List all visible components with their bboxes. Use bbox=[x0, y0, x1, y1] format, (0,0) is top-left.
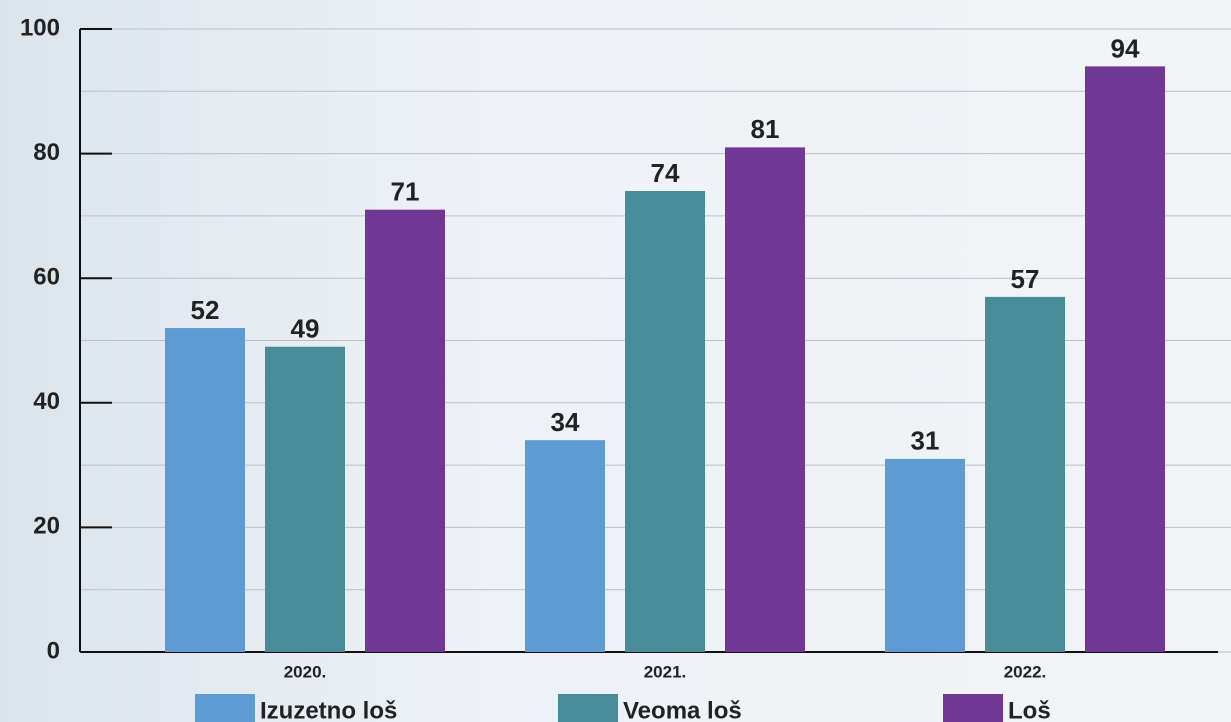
data-label: 81 bbox=[751, 114, 780, 144]
y-tick-label: 100 bbox=[20, 14, 60, 41]
data-label: 71 bbox=[391, 177, 420, 207]
y-tick-label: 0 bbox=[47, 637, 60, 664]
bar bbox=[265, 346, 345, 652]
bar bbox=[725, 147, 805, 652]
bar bbox=[625, 190, 705, 653]
bar bbox=[525, 440, 605, 652]
bar bbox=[1085, 66, 1165, 652]
x-tick-label: 2021. bbox=[644, 662, 687, 681]
bar bbox=[885, 458, 965, 652]
data-label: 34 bbox=[551, 407, 580, 437]
data-label: 57 bbox=[1011, 264, 1040, 294]
bar bbox=[165, 328, 245, 652]
data-label: 31 bbox=[911, 426, 940, 456]
data-label: 52 bbox=[191, 295, 220, 325]
legend-swatch bbox=[943, 694, 1003, 722]
data-label: 74 bbox=[651, 158, 680, 188]
y-tick-label: 40 bbox=[33, 388, 60, 415]
legend-label: Loš bbox=[1008, 697, 1051, 722]
legend-label: Veoma loš bbox=[623, 697, 742, 722]
bar bbox=[365, 209, 445, 653]
bar bbox=[985, 296, 1065, 652]
y-tick-label: 20 bbox=[33, 513, 60, 540]
data-label: 49 bbox=[291, 314, 320, 344]
legend-swatch bbox=[195, 694, 255, 722]
x-tick-label: 2022. bbox=[1004, 662, 1047, 681]
x-tick-label: 2020. bbox=[284, 662, 327, 681]
y-tick-label: 80 bbox=[33, 139, 60, 166]
legend-swatch bbox=[558, 694, 618, 722]
legend-label: Izuzetno loš bbox=[260, 697, 397, 722]
data-label: 94 bbox=[1111, 33, 1140, 63]
y-tick-label: 60 bbox=[33, 264, 60, 291]
